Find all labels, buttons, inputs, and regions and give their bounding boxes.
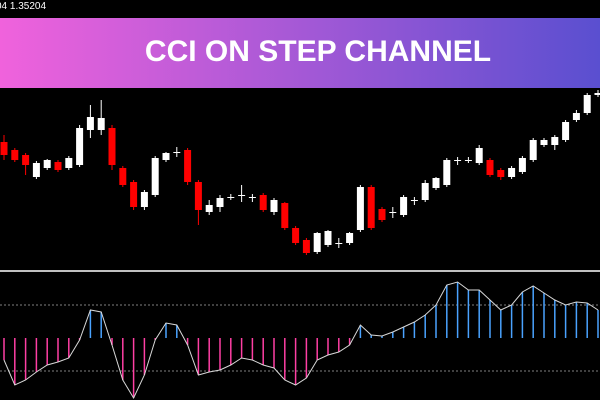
candle-body: [486, 160, 494, 175]
candle-body: [216, 198, 224, 207]
candle-body: [421, 183, 429, 200]
candle-body: [410, 200, 418, 201]
candle-body: [151, 158, 159, 195]
candle-body: [0, 142, 8, 155]
candle-body: [184, 150, 192, 182]
candle-body: [292, 228, 300, 243]
candle-body: [281, 203, 289, 228]
candle-body: [108, 128, 116, 165]
candle-body: [529, 140, 537, 160]
candle-body: [454, 160, 462, 161]
candle-body: [162, 153, 170, 160]
candle-body: [583, 95, 591, 113]
candle-body: [508, 168, 516, 177]
price-header: 04 1.35204: [0, 1, 46, 12]
candle-body: [475, 148, 483, 163]
candle-body: [194, 182, 202, 210]
banner: [0, 18, 600, 88]
candle-body: [497, 170, 505, 177]
candle-body: [97, 118, 105, 130]
candle-body: [572, 113, 580, 120]
candle-body: [551, 137, 559, 145]
candle-body: [302, 240, 310, 253]
candle-body: [562, 122, 570, 140]
candle-body: [400, 197, 408, 215]
candle-body: [119, 168, 127, 185]
candle-body: [540, 140, 548, 145]
candle-body: [443, 160, 451, 185]
candle-body: [378, 209, 386, 220]
candle-body: [54, 162, 62, 170]
candle-body: [335, 243, 343, 244]
candle-body: [43, 160, 51, 168]
candle-body: [464, 160, 472, 161]
candle-body: [22, 155, 30, 165]
candle-body: [76, 128, 84, 165]
candle-body: [389, 212, 397, 213]
candle-body: [356, 187, 364, 230]
candle-body: [259, 195, 267, 210]
candle-body: [130, 182, 138, 207]
candle-body: [32, 163, 40, 177]
candle-body: [11, 150, 19, 160]
candle-body: [86, 117, 94, 130]
candle-body: [270, 200, 278, 212]
candle-body: [324, 231, 332, 245]
candle-body: [173, 152, 181, 153]
candle-body: [140, 192, 148, 207]
candle-body: [65, 158, 73, 168]
candle-body: [432, 178, 440, 188]
chart-title: CCI ON STEP CHANNEL: [145, 35, 491, 68]
plot: [0, 90, 600, 400]
candle-body: [518, 158, 526, 172]
candle-body: [248, 197, 256, 198]
candle-body: [227, 197, 235, 198]
candle-body: [594, 93, 600, 95]
candle-body: [367, 187, 375, 228]
candle-body: [205, 205, 213, 212]
candle-body: [238, 195, 246, 196]
candle-body: [346, 233, 354, 243]
cci-line: [3, 281, 599, 400]
candle-body: [313, 233, 321, 252]
